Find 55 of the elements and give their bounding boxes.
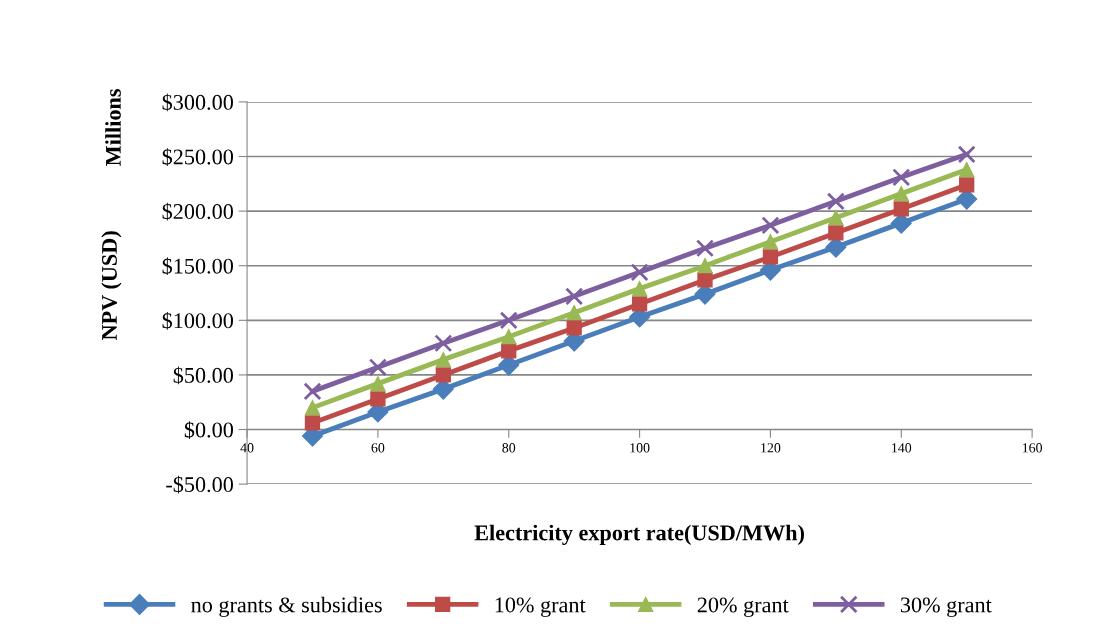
x-tick-label: 80 <box>502 443 516 453</box>
point <box>501 343 517 359</box>
point <box>697 258 713 274</box>
point <box>370 391 386 407</box>
point <box>697 272 713 288</box>
legend-label: no grants & subsidies <box>191 596 382 617</box>
y-tick-label: $200.00 <box>162 202 234 221</box>
point <box>304 415 321 431</box>
x-tick-label: 40 <box>240 443 254 453</box>
point <box>957 145 976 164</box>
point <box>828 210 844 226</box>
point <box>566 305 582 321</box>
point <box>566 320 582 336</box>
y-tick-label: $50.00 <box>173 366 234 385</box>
point <box>435 367 451 383</box>
point <box>501 329 517 345</box>
point <box>892 168 911 187</box>
x-tick-label: 120 <box>761 443 781 453</box>
y-tick-label: $0.00 <box>184 421 234 439</box>
legend-label: 20% grant <box>697 597 789 617</box>
y-tick-label: -$50.00 <box>166 475 234 494</box>
point <box>368 358 387 377</box>
text: Millions <box>105 89 121 166</box>
x-tick-label: 140 <box>892 443 912 453</box>
legend-label: 10% grant <box>495 597 586 617</box>
point <box>826 192 845 211</box>
y-axis-title: NPV (USD) <box>101 231 122 340</box>
point <box>695 239 715 258</box>
point <box>631 296 648 312</box>
x-tick-label: 100 <box>630 443 650 453</box>
point <box>893 201 909 217</box>
point <box>304 400 321 416</box>
point <box>565 287 584 306</box>
point <box>959 161 975 178</box>
point <box>893 186 909 202</box>
point <box>303 382 322 401</box>
y-tick-label: $100.00 <box>162 311 234 330</box>
point <box>434 334 453 353</box>
x-tick-label: 60 <box>371 443 385 453</box>
y-tick-label: $300.00 <box>162 93 234 112</box>
point <box>959 177 975 193</box>
point <box>762 249 779 265</box>
legend-label: 30% grant <box>900 597 992 617</box>
point <box>499 311 518 330</box>
y-tick-label: $150.00 <box>162 257 234 276</box>
point <box>435 351 451 368</box>
point <box>630 263 649 282</box>
x-axis-title: Electricity export rate(USD/MWh) <box>474 524 804 545</box>
point <box>761 216 780 235</box>
point <box>631 281 648 297</box>
point <box>828 225 844 241</box>
point <box>762 234 779 250</box>
y-tick-label: $250.00 <box>162 148 234 166</box>
x-tick-label: 160 <box>1022 443 1043 453</box>
point <box>370 376 386 392</box>
